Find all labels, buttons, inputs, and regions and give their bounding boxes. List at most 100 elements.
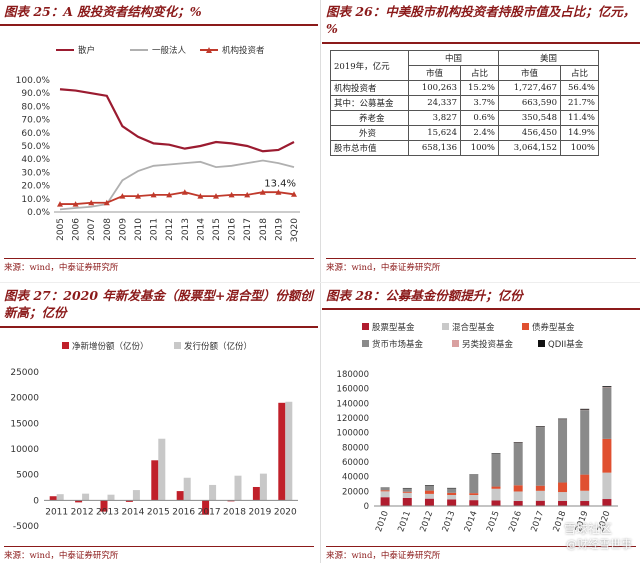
bar-segment: [424, 490, 434, 494]
x-tick-label: 2014: [121, 507, 144, 517]
table-cell: 11.4%: [560, 110, 599, 126]
x-tick-label: 2015: [212, 218, 222, 241]
y-tick-label: 30.0%: [21, 168, 50, 178]
legend-label: 货币市场基金: [372, 339, 424, 350]
table-cell: 658,136: [408, 140, 461, 156]
panel-chart-28: 图表 28：公募基金份额提升；亿份 股票型基金 混合型基金 债券型基金 货币市场基金 另…: [322, 284, 640, 563]
bar: [183, 477, 191, 501]
y-tick-label: -5000: [13, 522, 39, 532]
data-point: [57, 201, 63, 207]
table-cell: 456,450: [498, 125, 561, 141]
bar-segment: [491, 500, 501, 506]
y-tick-label: 100000: [337, 429, 369, 439]
table-cell: 100,263: [408, 80, 461, 96]
bar-segment: [513, 485, 523, 492]
y-tick-label: 40.0%: [21, 155, 50, 165]
y-tick-label: 120000: [337, 414, 369, 424]
panel-title: 图表 28：公募基金份额提升；亿份: [322, 284, 640, 310]
bar: [75, 500, 83, 503]
bar-segment: [580, 474, 590, 491]
data-point: [275, 189, 282, 195]
x-tick-label: 2019: [248, 507, 271, 517]
x-tick-label: 2015: [485, 510, 502, 534]
bar-segment: [558, 418, 568, 420]
bar: [132, 490, 140, 501]
table-cell: 15,624: [408, 125, 461, 141]
panel-title: 图表 27：2020 年新发基金（股票型+混合型）份额创新高；亿份: [0, 284, 318, 328]
horizontal-divider: [0, 282, 640, 283]
x-tick-label: 2011: [396, 510, 413, 534]
series-line: [59, 159, 295, 211]
table-cell: 3,064,152: [498, 140, 561, 156]
y-tick-label: 10.0%: [21, 195, 50, 205]
y-tick-label: 20000: [10, 394, 39, 404]
x-tick-label: 2019: [274, 218, 284, 241]
data-point: [150, 191, 157, 198]
bar-segment: [580, 501, 590, 506]
x-tick-label: 2011: [150, 218, 160, 241]
bar: [125, 500, 133, 502]
table-subheader: 市值: [408, 65, 461, 81]
data-point: [213, 193, 219, 199]
bar-segment: [580, 490, 590, 502]
legend-swatch: [174, 342, 181, 349]
panel-title: 图表 26：中美股市机构投资者持股市值及占比；亿元，%: [322, 0, 640, 44]
data-point: [119, 193, 126, 199]
y-tick-label: 25000: [10, 368, 39, 378]
x-tick-label: 2012: [418, 510, 435, 534]
bar-segment: [513, 491, 523, 502]
table-cell: 663,590: [498, 95, 561, 111]
y-tick-label: 60000: [342, 458, 369, 468]
bar: [209, 484, 217, 501]
x-tick-label: 2017: [198, 507, 221, 517]
legend-swatch: [362, 340, 369, 347]
data-point: [228, 191, 235, 198]
legend-label: 另类投资基金: [462, 339, 514, 350]
data-point: [197, 193, 204, 199]
x-tick-label: 2014: [463, 510, 480, 534]
table-row-label: 其中：公募基金: [330, 95, 409, 111]
legend-label: 债券型基金: [532, 322, 575, 333]
panel-source: 来源：wind，中泰证券研究所: [326, 258, 636, 273]
x-tick-label: 2011: [45, 507, 68, 517]
bar-segment: [491, 453, 501, 487]
table-corner-cell: 2019年，亿元: [330, 50, 409, 81]
x-tick-label: 2008: [103, 218, 113, 241]
legend-label: 发行份额（亿份）: [184, 341, 252, 352]
legend-label: 散户: [78, 45, 95, 56]
bar-segment: [447, 488, 457, 493]
data-point: [166, 191, 173, 198]
bar-segment: [580, 410, 590, 475]
table-row-label: 养老金: [330, 110, 409, 126]
bar-segment: [424, 498, 434, 506]
bar: [252, 486, 260, 501]
y-tick-label: 100.0%: [16, 76, 51, 86]
legend-swatch: [442, 323, 449, 330]
table-cell: 56.4%: [560, 80, 599, 96]
bar-segment: [380, 490, 390, 492]
x-tick-label: 2010: [134, 218, 144, 241]
bar-segment: [469, 495, 479, 501]
table-row: 股市总市值 658,136 100% 3,064,152 100%: [330, 140, 599, 156]
data-point: [72, 201, 79, 207]
bar-segment: [602, 438, 612, 473]
data-point: [181, 189, 188, 195]
legend-swatch: [62, 342, 69, 349]
legend-label: 混合型基金: [452, 322, 495, 333]
y-tick-label: 0.0%: [27, 208, 50, 218]
bar-segment: [602, 499, 612, 506]
table-cell: 14.9%: [560, 125, 599, 141]
bar: [151, 460, 159, 501]
bar: [285, 401, 293, 501]
bar: [176, 491, 184, 501]
table-cell: 3.7%: [460, 95, 499, 111]
table-row-label: 外资: [330, 125, 409, 141]
bar-segment: [602, 387, 612, 439]
bar-segment: [469, 500, 479, 506]
legend-marker: [206, 47, 212, 53]
x-tick-label: 2018: [223, 507, 246, 517]
legend-swatch: [362, 323, 369, 330]
table-row-label: 机构投资者: [330, 80, 409, 96]
panel-source: 来源：wind，中泰证券研究所: [4, 258, 314, 273]
table-cell: 0.6%: [460, 110, 499, 126]
